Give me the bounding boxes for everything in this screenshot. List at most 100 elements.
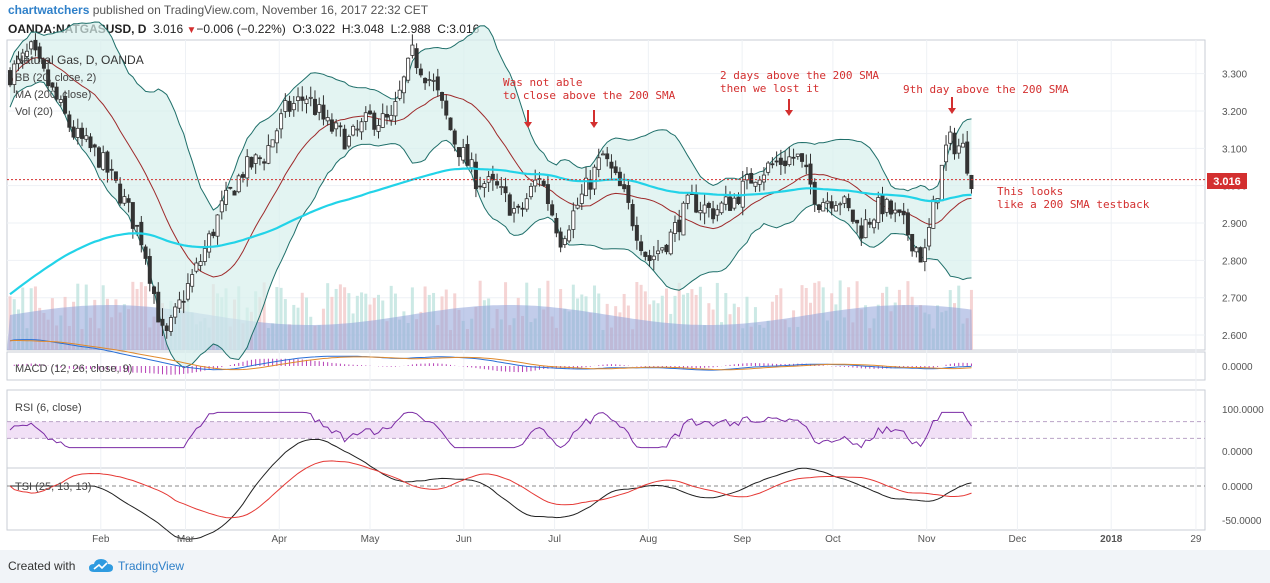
candle-body xyxy=(156,291,161,323)
candle-body xyxy=(423,77,428,84)
y-tick-label: 2.600 xyxy=(1222,331,1247,342)
down-arrow-head xyxy=(948,108,956,114)
candle xyxy=(914,246,919,258)
candle-body xyxy=(774,160,779,163)
x-tick-label: May xyxy=(361,534,380,545)
candle xyxy=(668,229,673,256)
candle xyxy=(266,134,271,165)
candle xyxy=(876,191,881,230)
candle-body xyxy=(164,325,169,332)
volume-bar xyxy=(360,292,364,350)
candle-body xyxy=(905,212,910,236)
x-tick-label: Feb xyxy=(92,534,110,545)
volume-bar xyxy=(779,288,783,350)
candle-body xyxy=(105,151,110,173)
candle-body xyxy=(321,104,326,120)
candle-body xyxy=(846,198,851,209)
candle xyxy=(600,150,605,156)
candle-body xyxy=(473,161,478,190)
rsi-band xyxy=(7,421,973,439)
candle-body xyxy=(880,194,885,215)
candle xyxy=(173,303,178,325)
x-tick-label: Aug xyxy=(639,534,657,545)
candle xyxy=(207,230,212,259)
legend-bb: BB (20, close, 2) xyxy=(15,72,96,84)
candle-body xyxy=(588,179,593,190)
candle xyxy=(910,233,915,257)
volume-bar xyxy=(665,288,669,350)
volume-bar xyxy=(343,287,347,350)
candle xyxy=(499,176,504,196)
candle-body xyxy=(109,168,114,171)
author-link[interactable]: chartwatchers xyxy=(8,3,90,17)
candle-body xyxy=(715,209,720,216)
candle-body xyxy=(965,141,970,174)
candle xyxy=(558,227,563,253)
candle-body xyxy=(723,196,728,205)
candle xyxy=(431,73,436,92)
last-price-box xyxy=(1207,173,1247,189)
candle-body xyxy=(380,113,385,128)
candle-body xyxy=(126,198,131,203)
candle xyxy=(478,176,483,190)
candle xyxy=(664,243,669,255)
tradingview-link[interactable]: TradingView xyxy=(118,559,185,573)
candle-body xyxy=(744,174,749,181)
volume-bar xyxy=(673,295,677,350)
volume-bar xyxy=(334,288,338,350)
candle xyxy=(24,43,29,62)
candle-body xyxy=(245,156,250,179)
candle-body xyxy=(711,208,716,220)
candle-body xyxy=(84,135,89,140)
candle-body xyxy=(888,200,893,215)
candle-body xyxy=(296,96,301,102)
candle-body xyxy=(283,100,288,112)
candle-body xyxy=(37,46,42,59)
candle xyxy=(952,127,957,160)
candle-body xyxy=(113,171,118,181)
candle xyxy=(800,153,805,168)
candle-body xyxy=(338,125,343,128)
candle-body xyxy=(613,166,618,174)
candle-body xyxy=(503,186,508,194)
volume-bar xyxy=(279,287,283,350)
candle xyxy=(50,82,55,91)
candle-body xyxy=(147,256,152,284)
candle-body xyxy=(622,184,627,190)
candle-body xyxy=(791,156,796,159)
y-tick-label: 3.200 xyxy=(1222,107,1247,118)
candle-body xyxy=(825,200,830,204)
candle-body xyxy=(16,58,21,65)
candle-body xyxy=(516,205,521,208)
ma200-line xyxy=(9,167,972,296)
candle-body xyxy=(122,196,127,204)
candle xyxy=(702,194,707,225)
last-price: 3.016 xyxy=(153,22,184,36)
y-tick-label: 3.300 xyxy=(1222,70,1247,81)
candle-body xyxy=(359,121,364,133)
volume-bar xyxy=(681,294,685,350)
candle-body xyxy=(448,117,453,131)
overlay-lines xyxy=(7,167,1207,296)
candle-body xyxy=(351,125,356,136)
y-tick-label: 2.700 xyxy=(1222,294,1247,305)
candle xyxy=(440,91,445,109)
candle-body xyxy=(444,100,449,116)
candle-body xyxy=(545,184,550,204)
candle xyxy=(456,147,461,167)
candle-body xyxy=(575,204,580,209)
candle xyxy=(351,124,356,137)
candle xyxy=(571,202,576,239)
candle xyxy=(465,135,470,166)
candle xyxy=(888,199,893,219)
trading-chart[interactable]: 3.3003.2003.1003.0002.9002.8002.7002.600… xyxy=(0,0,1270,550)
candle-body xyxy=(427,79,432,81)
candle xyxy=(503,177,508,203)
volume-bar xyxy=(724,293,728,350)
candle xyxy=(969,174,974,194)
tsi-tick: -50.0000 xyxy=(1222,516,1262,527)
x-tick-label: Apr xyxy=(271,534,287,545)
candle-body xyxy=(499,186,504,189)
candle xyxy=(842,195,847,209)
candle xyxy=(8,67,13,88)
